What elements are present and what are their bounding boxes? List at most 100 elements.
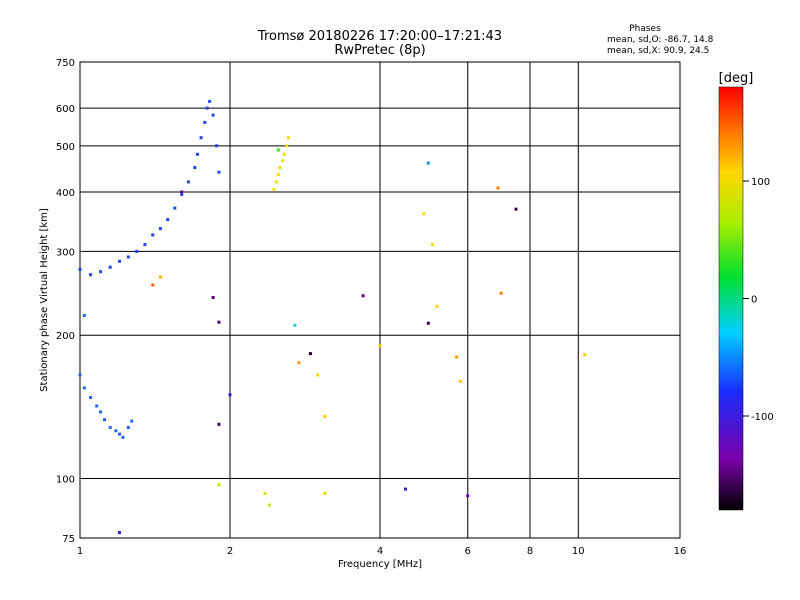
data-point-series-2 (285, 144, 289, 148)
chart-title: Tromsø 20180226 17:20:00–17:21:43 (257, 29, 502, 44)
data-point-series-3 (323, 492, 327, 495)
y-tick-label: 400 (56, 188, 75, 199)
data-point-series-2 (275, 180, 279, 184)
data-point-series-3 (211, 296, 215, 299)
data-point-series-0 (195, 152, 199, 156)
data-point-series-0 (126, 255, 130, 259)
data-point-series-0 (78, 267, 82, 271)
data-point-series-3 (118, 531, 121, 535)
data-point-series-0 (208, 99, 212, 103)
colorbar-tick-label: -100 (751, 412, 774, 423)
data-point-series-0 (217, 170, 221, 174)
data-point-series-3 (361, 294, 365, 298)
chart-subtitle: RwPretec (8p) (334, 43, 425, 58)
x-tick-label: 6 (465, 546, 471, 557)
stats-title: Phases (629, 24, 661, 34)
x-tick-label: 2 (227, 546, 233, 557)
data-point-series-0 (89, 273, 93, 277)
data-point-series-0 (143, 243, 147, 247)
data-point-series-3 (435, 304, 439, 308)
data-point-series-3 (466, 494, 470, 498)
data-point-series-3 (217, 483, 221, 487)
y-axis-label: Stationary phase Virtual Height [km] (39, 208, 50, 392)
data-point-series-0 (118, 259, 121, 263)
data-point-series-1 (118, 432, 121, 436)
data-point-series-0 (193, 166, 197, 170)
data-point-series-0 (135, 249, 139, 253)
x-axis-label: Frequency [MHz] (338, 559, 422, 570)
data-point-series-0 (180, 193, 184, 196)
data-point-series-3 (297, 361, 301, 365)
x-axis-ticks: 1 2 4 6 8 10 16 (77, 546, 687, 557)
y-tick-label: 600 (56, 104, 75, 115)
data-point-series-3 (514, 207, 518, 211)
data-point-series-3 (180, 190, 184, 194)
data-point-series-1 (130, 419, 134, 423)
data-point-series-3 (217, 422, 221, 426)
data-point-series-3 (496, 186, 500, 190)
data-point-series-3 (583, 353, 587, 357)
x-tick-label: 1 (77, 546, 83, 557)
data-point-series-0 (99, 270, 103, 274)
data-point-series-1 (89, 396, 93, 399)
data-point-series-2 (276, 173, 280, 177)
data-point-series-1 (95, 404, 99, 408)
data-point-series-0 (158, 227, 162, 231)
data-point-series-0 (166, 218, 170, 222)
data-point-series-3 (228, 393, 232, 397)
data-point-series-3 (426, 321, 430, 325)
data-point-series-2 (281, 159, 285, 163)
data-point-series-0 (203, 120, 207, 124)
data-point-series-3 (308, 352, 312, 356)
data-point-series-2 (278, 166, 282, 170)
data-point-series-3 (276, 148, 280, 152)
data-point-series-3 (431, 243, 435, 247)
data-point-series-3 (217, 320, 221, 324)
data-point-series-3 (499, 291, 503, 295)
y-tick-label: 100 (56, 475, 75, 486)
data-point-series-3 (426, 161, 430, 165)
data-point-series-0 (173, 206, 177, 210)
y-tick-label: 200 (56, 331, 75, 342)
data-point-series-3 (263, 492, 267, 495)
x-tick-label: 16 (674, 546, 687, 557)
data-points (78, 99, 587, 535)
data-point-series-3 (268, 503, 271, 507)
y-tick-label: 75 (62, 534, 75, 545)
data-point-series-3 (422, 212, 426, 216)
data-point-series-1 (108, 426, 112, 429)
x-tick-label: 8 (527, 546, 533, 557)
data-point-series-3 (293, 323, 297, 327)
stats-line-o: mean, sd,O: -86.7, 14.8 (607, 35, 714, 45)
data-point-series-1 (99, 410, 103, 414)
x-tick-label: 4 (377, 546, 383, 557)
stats-line-x: mean, sd,X: 90.9, 24.5 (607, 46, 709, 56)
data-point-series-2 (286, 136, 290, 140)
data-point-series-3 (82, 314, 86, 317)
y-axis-ticks: 75 100 200 300 400 500 600 750 (56, 58, 75, 545)
data-point-series-0 (211, 113, 215, 117)
colorbar (718, 86, 744, 511)
colorbar-ticks: 100 0 -100 (743, 177, 774, 423)
data-point-series-0 (108, 265, 112, 269)
data-point-series-0 (205, 106, 209, 110)
y-tick-label: 500 (56, 142, 75, 153)
grid-lines (80, 62, 680, 538)
data-point-series-0 (215, 144, 219, 148)
colorbar-label: [deg] (719, 71, 754, 86)
data-point-series-1 (121, 435, 125, 439)
data-point-series-0 (151, 233, 155, 237)
data-point-series-1 (126, 426, 130, 429)
x-tick-label: 10 (572, 546, 585, 557)
data-point-series-1 (82, 386, 86, 390)
data-point-series-1 (114, 429, 118, 433)
colorbar-tick-label: 100 (751, 177, 770, 188)
y-tick-label: 300 (56, 247, 75, 258)
data-point-series-3 (404, 487, 407, 491)
data-point-series-0 (186, 180, 190, 184)
data-point-series-2 (272, 187, 276, 191)
colorbar-tick-label: 0 (751, 295, 757, 306)
data-point-series-3 (158, 275, 162, 279)
data-point-series-3 (458, 379, 462, 383)
